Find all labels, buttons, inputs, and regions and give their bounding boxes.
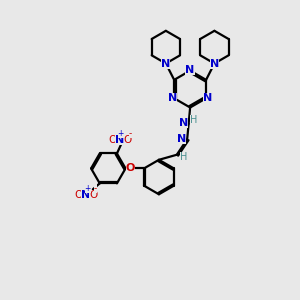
- Text: O: O: [75, 190, 83, 200]
- Text: +: +: [85, 184, 91, 193]
- Text: N: N: [168, 93, 177, 103]
- Text: O: O: [89, 190, 97, 200]
- Text: N: N: [81, 190, 91, 200]
- Text: O: O: [124, 134, 132, 145]
- Text: H: H: [180, 152, 187, 162]
- Text: N: N: [185, 65, 195, 75]
- Text: +: +: [118, 129, 124, 138]
- Text: N: N: [179, 118, 188, 128]
- Text: N: N: [210, 58, 219, 68]
- Text: O: O: [126, 164, 135, 173]
- Text: N: N: [177, 134, 186, 144]
- Text: N: N: [161, 58, 170, 68]
- Text: -: -: [129, 129, 132, 138]
- Text: O: O: [108, 134, 117, 145]
- Text: N: N: [203, 93, 212, 103]
- Text: N: N: [115, 134, 124, 145]
- Text: -: -: [94, 184, 97, 193]
- Text: H: H: [190, 115, 198, 125]
